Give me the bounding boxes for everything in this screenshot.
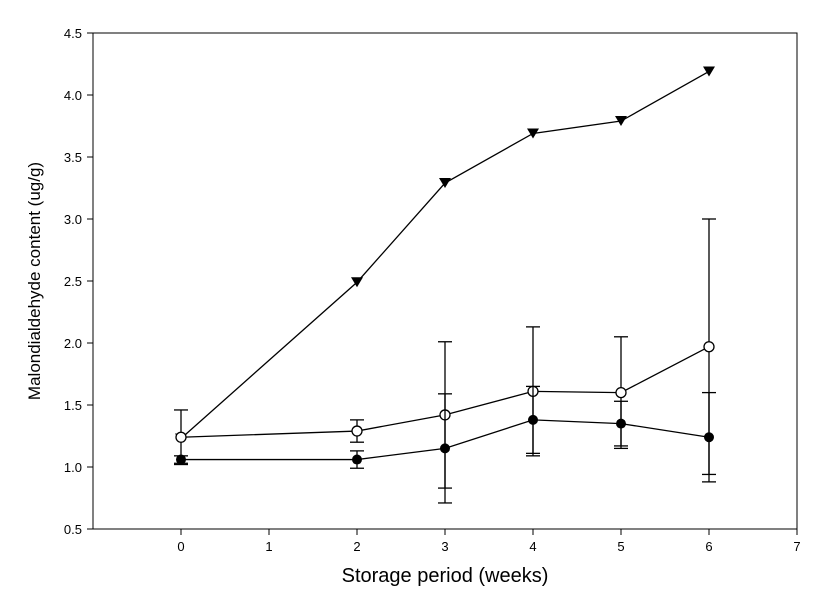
x-tick-label: 2 xyxy=(353,539,360,554)
data-point xyxy=(440,443,450,454)
data-point xyxy=(615,116,627,127)
series-layer xyxy=(174,66,716,504)
data-point xyxy=(351,425,363,437)
data-point xyxy=(176,454,186,465)
data-point xyxy=(704,432,714,443)
series-line xyxy=(180,346,710,438)
data-point xyxy=(615,386,627,399)
x-tick-label: 0 xyxy=(177,539,184,554)
data-point xyxy=(616,418,626,429)
series-3 xyxy=(174,385,716,504)
x-tick-label: 4 xyxy=(529,539,536,554)
data-point xyxy=(352,454,362,465)
data-point xyxy=(703,341,715,353)
y-tick-label: 1.5 xyxy=(64,398,82,413)
data-point xyxy=(351,277,363,288)
y-tick-label: 2.5 xyxy=(64,274,82,289)
y-tick-label: 3.5 xyxy=(64,150,82,165)
axes: 0 1 2 3 4 5 6 7 0.5 1.0 1.5 2.0 2.5 3.0 3.5 4.0 4.5 xyxy=(64,26,801,554)
y-tick-label: 3.0 xyxy=(64,212,82,227)
y-tick-label: 4.5 xyxy=(64,26,82,41)
data-point xyxy=(527,128,539,139)
series-line xyxy=(180,70,710,439)
y-axis-title: Malondialdehyde content (ug/g) xyxy=(25,162,44,400)
data-point xyxy=(703,66,715,77)
series-line xyxy=(181,419,710,461)
x-tick-label: 7 xyxy=(793,539,800,554)
x-tick-label: 5 xyxy=(617,539,624,554)
y-tick-label: 0.5 xyxy=(64,522,82,537)
x-axis-title: Storage period (weeks) xyxy=(342,565,549,587)
y-tick-label: 1.0 xyxy=(64,460,82,475)
data-point xyxy=(439,178,451,189)
x-tick-label: 6 xyxy=(705,539,712,554)
data-point xyxy=(175,431,187,443)
y-tick-label: 4.0 xyxy=(64,88,82,103)
x-tick-label: 3 xyxy=(441,539,448,554)
x-tick-label: 1 xyxy=(265,539,272,554)
y-tick-label: 2.0 xyxy=(64,336,82,351)
data-point xyxy=(528,414,538,425)
